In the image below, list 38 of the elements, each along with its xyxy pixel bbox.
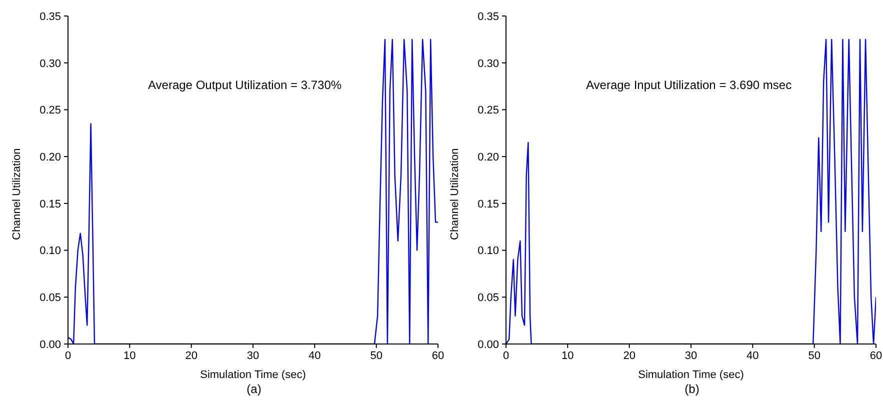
y-tick-label: 0.10 <box>478 245 499 258</box>
x-tick-label: 10 <box>124 350 136 362</box>
x-tick-label: 40 <box>308 350 321 362</box>
y-tick-label: 0.05 <box>478 292 499 304</box>
x-tick-label: 50 <box>370 350 382 362</box>
y-axis-title: Channel Utilization <box>10 148 23 240</box>
y-tick-label: 0.30 <box>40 58 61 70</box>
y-tick-label: 0.35 <box>478 10 499 23</box>
x-tick-label: 40 <box>746 350 759 362</box>
annotation: Average Output Utilization = 3.730% <box>148 78 342 92</box>
x-tick-label: 50 <box>808 350 820 362</box>
x-tick-label: 20 <box>185 350 198 362</box>
x-tick-label: 30 <box>684 350 698 362</box>
y-tick-label: 0.25 <box>478 104 499 117</box>
y-tick-label: 0.05 <box>40 292 61 304</box>
x-tick-label: 60 <box>870 350 882 362</box>
x-axis-title: Simulation Time (sec) <box>200 369 306 381</box>
y-tick-label: 0.35 <box>40 10 61 23</box>
text: (b) <box>684 382 700 396</box>
text: (a) <box>246 382 262 396</box>
y-tick-label: 0.20 <box>40 151 61 164</box>
x-axis-title: Simulation Time (sec) <box>638 369 744 381</box>
x-tick-label: 0 <box>64 350 72 362</box>
y-tick-label: 0.00 <box>478 338 499 351</box>
x-tick-label: 60 <box>432 350 444 362</box>
y-tick-label: 0.25 <box>40 104 61 117</box>
x-tick-label: 20 <box>623 350 636 362</box>
y-tick-label: 0.00 <box>40 338 61 351</box>
x-tick-label: 10 <box>562 350 574 362</box>
y-tick-label: 0.10 <box>40 245 61 258</box>
y-tick-label: 0.30 <box>478 58 499 70</box>
y-tick-label: 0.20 <box>478 151 499 164</box>
x-tick-label: 30 <box>246 350 260 362</box>
y-tick-label: 0.15 <box>478 198 499 210</box>
y-tick-label: 0.15 <box>40 198 61 210</box>
annotation: Average Input Utilization = 3.690 msec <box>586 78 792 92</box>
x-tick-label: 0 <box>502 350 510 362</box>
y-axis-title: Channel Utilization <box>448 148 461 240</box>
